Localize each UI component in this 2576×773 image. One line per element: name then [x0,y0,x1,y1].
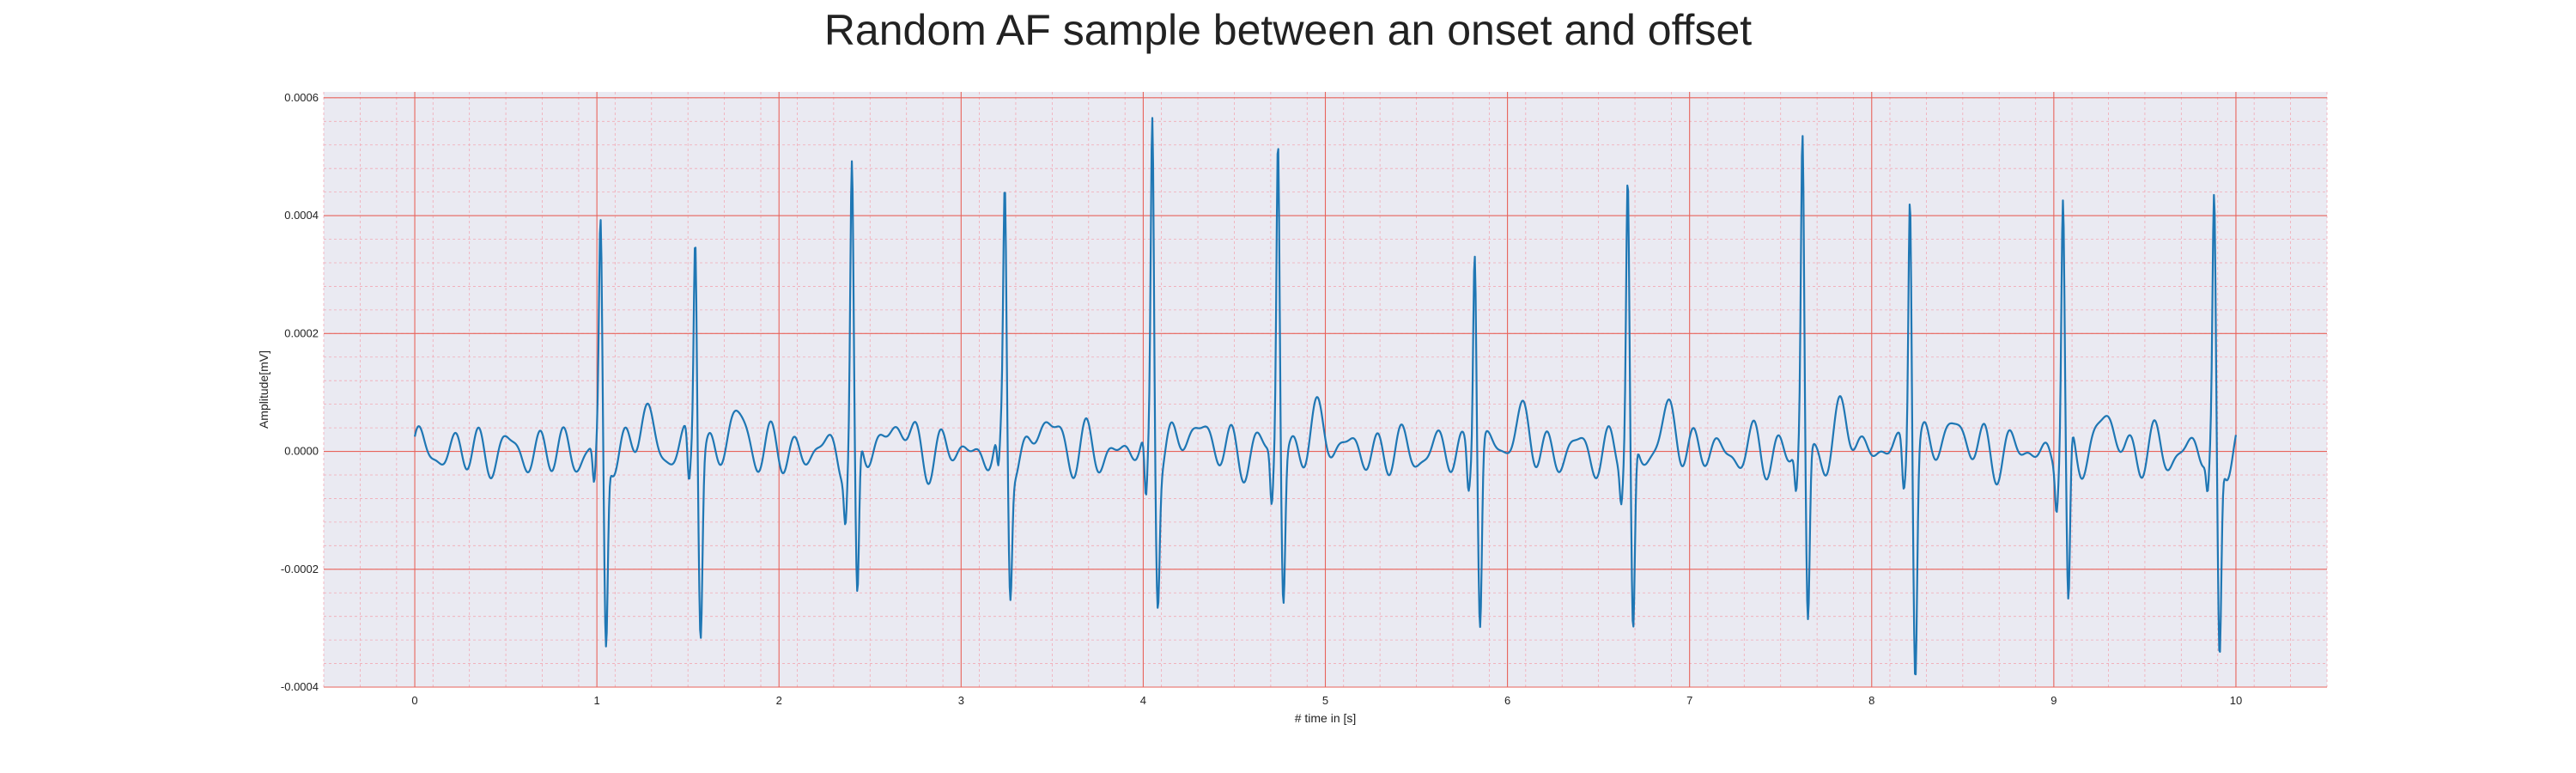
major-grid [324,92,2327,688]
series-layer [413,117,2238,676]
x-tick-label: 8 [1868,694,1874,707]
x-tick-label: 6 [1504,694,1510,707]
x-tick-label: 10 [2230,694,2242,707]
chart-title: Random AF sample between an onset and of… [823,6,1753,54]
x-tick-labels: 0 1 2 3 4 5 6 7 8 9 10 [411,694,2242,707]
x-tick-label: 2 [776,694,782,707]
y-tick-label: -0.0004 [281,680,319,693]
x-tick-label: 3 [958,694,964,707]
x-tick-label: 4 [1140,694,1146,707]
y-tick-label: -0.0002 [281,563,319,575]
y-tick-label: 0.0000 [284,445,319,458]
y-tick-label: 0.0006 [284,91,319,104]
y-tick-label: 0.0004 [284,209,319,222]
x-tick-label: 1 [594,694,600,707]
ecg-trace-line [413,117,2238,676]
x-axis-label: # time in [s] [1295,711,1357,725]
y-tick-label: 0.0002 [284,326,319,339]
x-tick-label: 0 [411,694,417,707]
x-tick-label: 5 [1322,694,1328,707]
x-tick-label: 9 [2050,694,2057,707]
y-tick-labels: -0.0004 -0.0002 0.0000 0.0002 0.0004 0.0006 [281,91,319,693]
x-tick-label: 7 [1686,694,1692,707]
y-axis-label: Amplitude[mV] [257,350,270,429]
